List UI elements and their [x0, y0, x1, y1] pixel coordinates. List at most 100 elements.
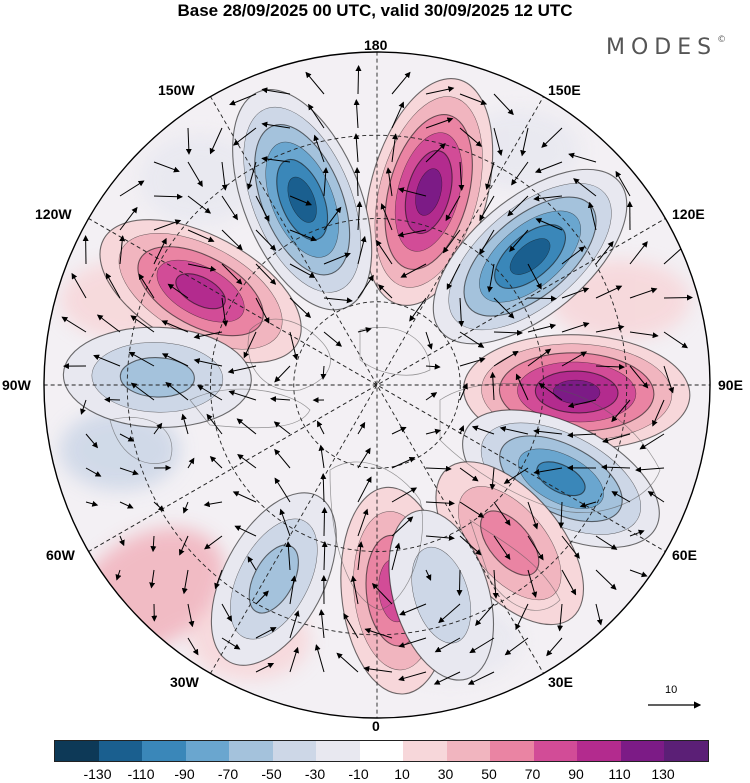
wind-vector	[534, 161, 563, 174]
lon-label-30w: 30W	[170, 674, 199, 690]
wind-vector	[535, 218, 563, 231]
wind-vector	[323, 297, 353, 304]
lon-label-150w: 150W	[158, 82, 195, 98]
wind-vector	[323, 331, 342, 347]
wind-vector	[595, 240, 614, 265]
wind-vector	[261, 156, 291, 163]
wind-vector	[150, 535, 157, 553]
colorbar-tick-label: 30	[437, 766, 454, 782]
wind-vector	[354, 167, 361, 197]
wind-vector	[193, 331, 223, 340]
wind-vector	[353, 133, 360, 163]
wind-vector	[425, 142, 446, 163]
wind-vector	[243, 331, 257, 359]
wind-vector	[364, 627, 393, 639]
wind-vector	[289, 297, 312, 318]
wind-vector	[398, 637, 427, 648]
wind-vector	[119, 501, 134, 509]
wind-vector	[71, 272, 87, 299]
colorbar-tick-label: 110	[608, 766, 631, 782]
wind-vector	[561, 287, 590, 299]
wind-vector	[153, 501, 165, 512]
wind-vector	[221, 229, 243, 251]
wind-vector	[663, 365, 675, 394]
colorbar-tick-label: -10	[348, 766, 369, 782]
wind-vector	[391, 426, 407, 435]
wind-vector	[289, 610, 300, 639]
wind-vector	[397, 229, 427, 238]
wind-vector	[221, 161, 228, 191]
lon-label-90e: 90E	[718, 377, 743, 393]
wind-vector	[409, 297, 427, 322]
lon-label-60e: 60E	[672, 547, 697, 563]
anomaly-10	[388, 509, 495, 681]
colorbar-swatch	[490, 741, 534, 761]
wind-vector	[130, 382, 155, 401]
anomaly-2	[432, 168, 628, 345]
wind-vector	[193, 358, 223, 367]
wind-vector	[515, 373, 529, 401]
wind-vector	[391, 487, 418, 503]
wind-vector	[391, 542, 401, 571]
wind-vector	[115, 569, 122, 581]
wind-vector	[187, 263, 217, 272]
wind-vector	[493, 350, 519, 367]
wind-vector	[663, 331, 689, 349]
wind-vector	[255, 297, 270, 324]
wind-vector	[153, 193, 183, 200]
anomaly-7	[210, 492, 337, 666]
lon-label-60w: 60W	[46, 547, 75, 563]
wind-vector	[105, 272, 121, 299]
colorbar-swatch	[229, 741, 273, 761]
wind-vector	[615, 170, 631, 197]
wind-vector	[487, 263, 495, 293]
wind-vector	[119, 180, 145, 197]
wind-vector	[595, 603, 603, 626]
wind-vector	[353, 99, 360, 129]
wind-vector	[322, 167, 329, 197]
wind-vector	[492, 569, 499, 599]
wind-vector	[138, 273, 155, 299]
wind-vector	[185, 127, 192, 155]
colorbar	[54, 740, 709, 762]
wind-vector	[279, 508, 291, 537]
wind-vector	[629, 365, 649, 389]
wind-vector	[206, 413, 223, 435]
wind-vector	[274, 477, 291, 503]
wind-vector	[391, 516, 414, 537]
wind-vector	[221, 263, 243, 285]
wind-vector	[433, 671, 461, 685]
colorbar-tick-label: 70	[524, 766, 541, 782]
wind-vector	[442, 229, 461, 254]
wind-vector	[221, 637, 241, 650]
wind-vector	[357, 447, 371, 469]
wind-vector	[318, 444, 325, 469]
colorbar-tick-label: -130	[83, 766, 112, 782]
wind-vector	[187, 161, 203, 187]
wind-vector	[595, 535, 618, 550]
wind-vector	[459, 93, 488, 106]
colorbar-tick-label: -50	[261, 766, 282, 782]
lon-label-90w: 90W	[2, 377, 31, 393]
wind-vector	[321, 507, 328, 537]
wind-vector	[391, 133, 398, 163]
wind-vector	[629, 287, 658, 299]
wind-vector	[313, 134, 325, 163]
wind-vector	[561, 535, 580, 559]
wind-vector	[181, 413, 189, 435]
wind-vector	[236, 418, 257, 435]
wind-vector	[320, 365, 327, 380]
wind-vector	[567, 432, 597, 439]
wind-vector	[221, 297, 229, 327]
wind-vector	[289, 646, 299, 673]
wind-vector	[232, 491, 257, 503]
wind-vector	[178, 535, 189, 556]
wind-vector	[425, 117, 454, 129]
wind-vector	[527, 295, 557, 302]
wind-vector	[357, 274, 374, 299]
wind-vector	[595, 569, 617, 590]
wind-vector	[119, 235, 126, 265]
wind-vector	[255, 627, 277, 639]
wind-vector	[255, 229, 277, 251]
wind-vector	[187, 457, 195, 469]
